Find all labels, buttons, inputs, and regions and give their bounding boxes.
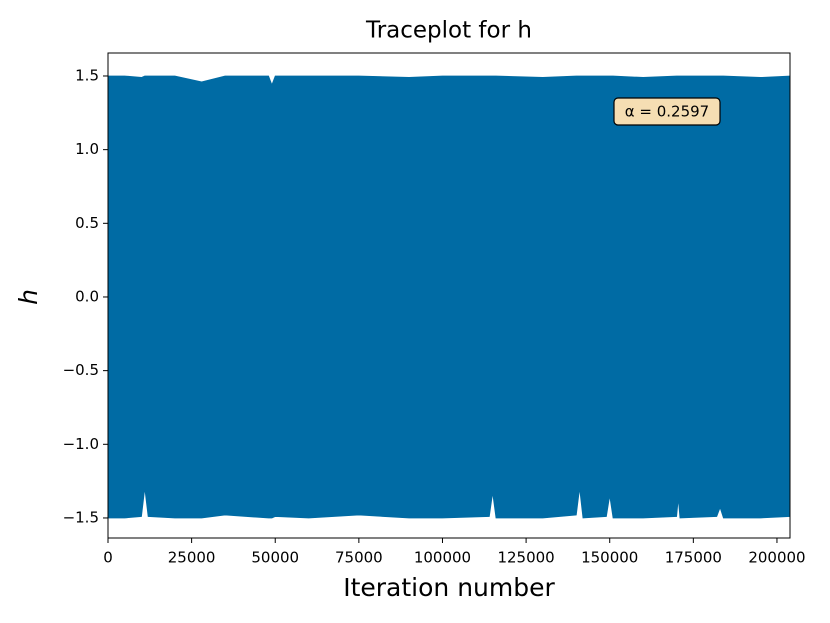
plot-frame — [107, 52, 791, 539]
x-axis-label: Iteration number — [343, 573, 555, 602]
y-axis-label: h — [14, 289, 43, 305]
y-tick-label: 1.5 — [75, 66, 99, 84]
y-tick-label: 0.5 — [75, 214, 99, 232]
x-tick-label: 100000 — [414, 549, 471, 567]
x-tick-label: 150000 — [581, 549, 638, 567]
y-tick-label: 1.0 — [75, 140, 99, 158]
x-tick-label: 75000 — [335, 549, 383, 567]
annotation: α = 0.2597 — [625, 103, 709, 121]
x-tick-label: 50000 — [251, 549, 299, 567]
x-tick-label: 125000 — [497, 549, 554, 567]
y-tick-label: 0.0 — [75, 287, 99, 305]
y-tick-label: −1.0 — [63, 435, 99, 453]
x-tick-label: 175000 — [665, 549, 722, 567]
x-tick-label: 25000 — [168, 549, 216, 567]
x-tick-label: 200000 — [748, 549, 805, 567]
y-tick-label: −1.5 — [63, 508, 99, 526]
y-tick-label: −0.5 — [63, 361, 99, 379]
trace-band — [107, 75, 791, 519]
x-tick-label: 0 — [103, 549, 113, 567]
chart-title: Traceplot for h — [365, 18, 532, 44]
annotation-box — [613, 97, 721, 126]
